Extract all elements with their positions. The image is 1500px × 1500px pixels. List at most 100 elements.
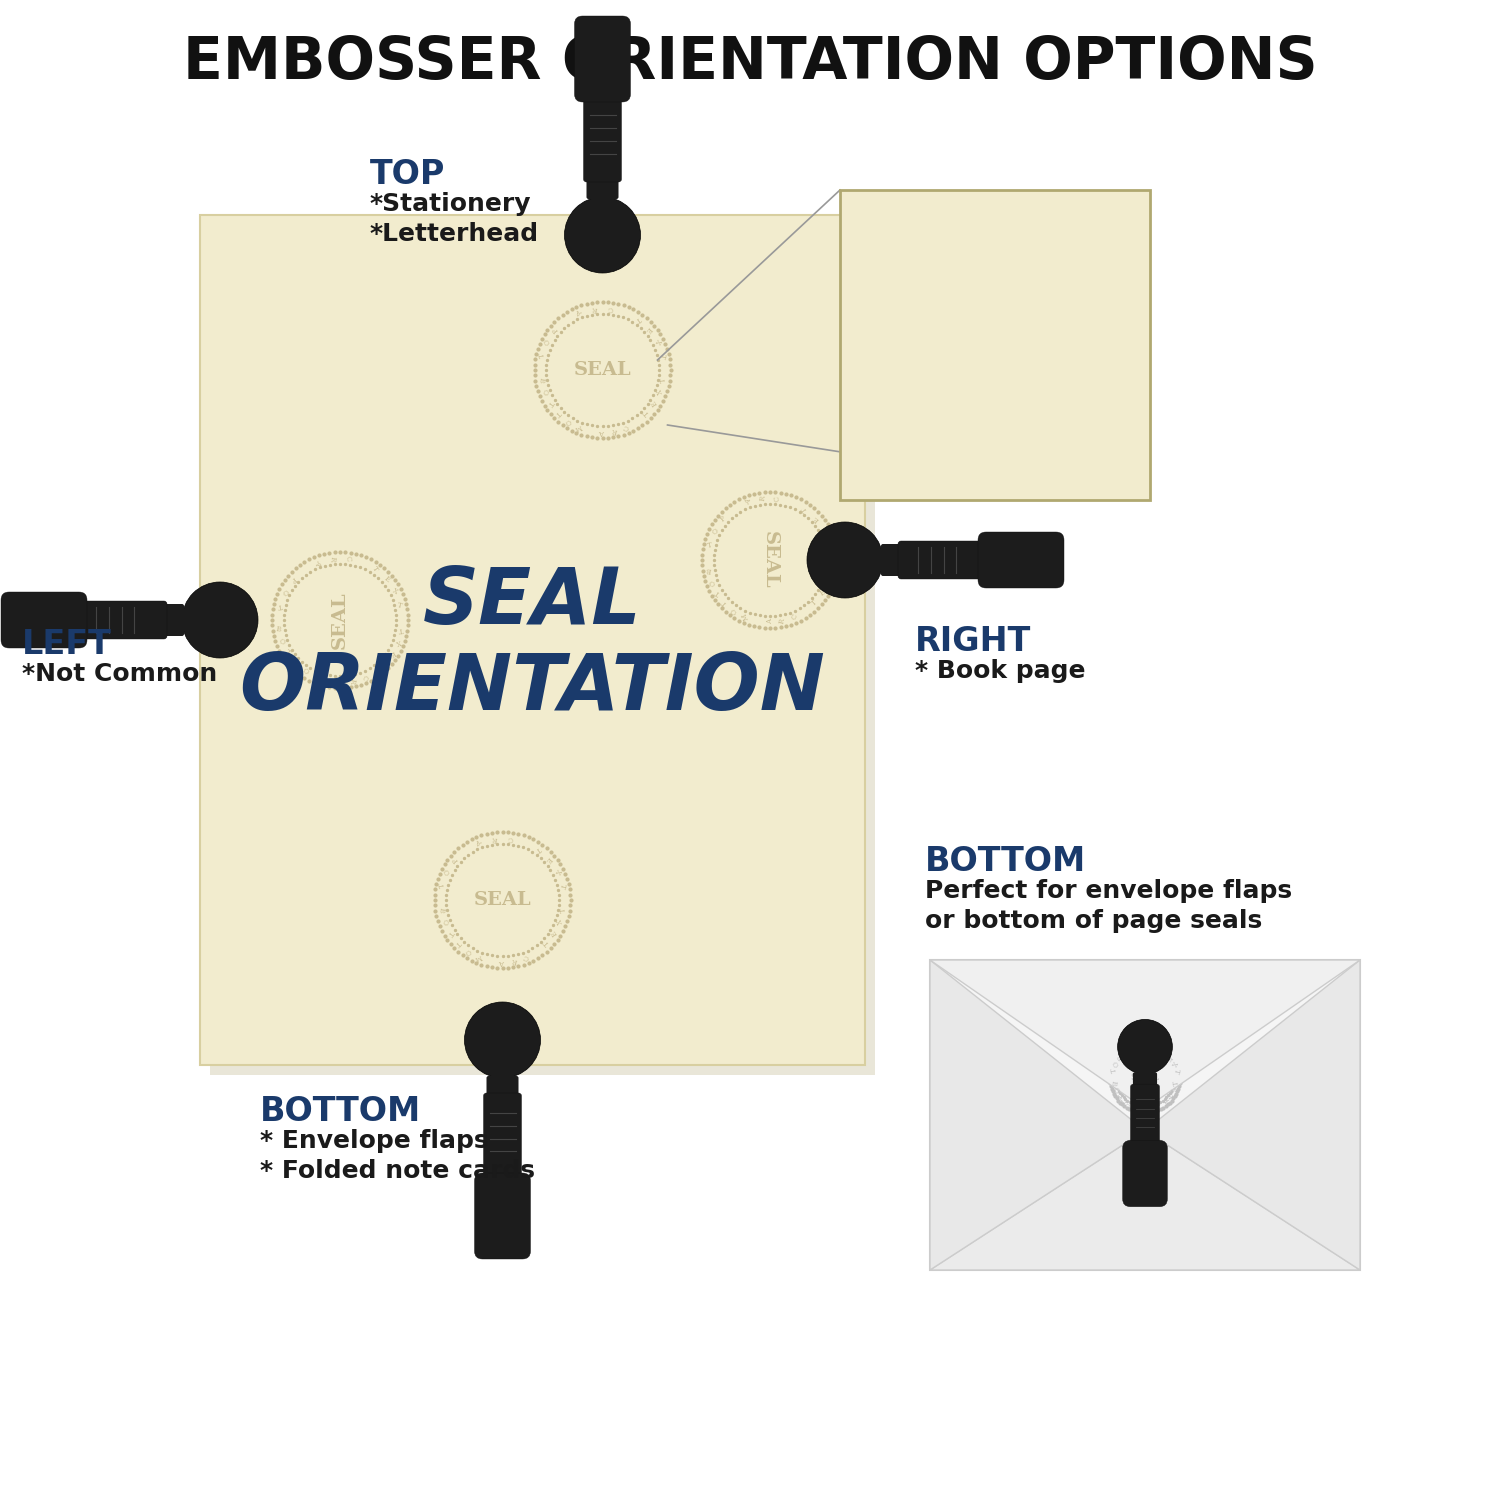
Text: A: A — [957, 251, 964, 261]
Circle shape — [182, 582, 258, 658]
Text: B: B — [436, 906, 445, 914]
Text: X: X — [1080, 375, 1089, 382]
Text: X: X — [392, 586, 399, 596]
Text: M: M — [952, 427, 963, 438]
Text: A: A — [600, 427, 604, 436]
Text: O: O — [540, 387, 549, 396]
Text: *Stationery: *Stationery — [370, 192, 531, 216]
Text: O: O — [562, 416, 572, 426]
Text: R: R — [778, 616, 788, 624]
Text: O: O — [440, 918, 450, 926]
Text: R: R — [348, 676, 357, 684]
Text: O: O — [936, 419, 945, 429]
Text: M: M — [310, 672, 321, 681]
Text: T: T — [1118, 1095, 1126, 1104]
Text: T: T — [801, 506, 810, 513]
Text: SEAL: SEAL — [474, 891, 531, 909]
Text: *Letterhead: *Letterhead — [370, 222, 538, 246]
Text: ORIENTATION: ORIENTATION — [240, 650, 825, 726]
Text: * Envelope flaps: * Envelope flaps — [260, 1130, 489, 1154]
Text: O: O — [708, 578, 716, 586]
Text: B: B — [897, 357, 904, 363]
Text: B: B — [1108, 1080, 1118, 1086]
Text: T: T — [534, 844, 542, 853]
Text: R: R — [1138, 1042, 1144, 1050]
Circle shape — [1118, 1020, 1173, 1074]
Text: LEFT: LEFT — [22, 628, 111, 662]
Text: P: P — [1116, 1053, 1125, 1060]
FancyBboxPatch shape — [76, 602, 166, 639]
Text: R: R — [492, 834, 498, 843]
Text: O: O — [906, 297, 915, 306]
Text: X: X — [556, 918, 566, 926]
Text: C: C — [524, 952, 531, 962]
Text: T: T — [1059, 406, 1068, 416]
Text: BOTTOM: BOTTOM — [260, 1095, 422, 1128]
Text: T: T — [543, 939, 552, 946]
Text: M: M — [1128, 1102, 1137, 1112]
FancyBboxPatch shape — [1132, 1072, 1156, 1089]
Text: M: M — [573, 422, 584, 432]
FancyBboxPatch shape — [586, 177, 618, 200]
Text: R: R — [592, 304, 598, 313]
Text: E: E — [1167, 1090, 1176, 1100]
Text: T: T — [380, 658, 388, 668]
Text: T: T — [1046, 262, 1053, 272]
Text: O: O — [278, 638, 286, 646]
Text: T: T — [810, 598, 819, 608]
FancyBboxPatch shape — [2, 592, 87, 648]
FancyBboxPatch shape — [584, 92, 621, 182]
Text: A: A — [1143, 1106, 1148, 1113]
Text: E: E — [650, 399, 660, 406]
Text: A: A — [766, 620, 774, 624]
Text: C: C — [772, 495, 782, 501]
Text: O: O — [280, 586, 290, 597]
Text: T: T — [398, 626, 404, 634]
Text: C: C — [1154, 1102, 1161, 1112]
Text: C: C — [1146, 1042, 1152, 1050]
FancyBboxPatch shape — [210, 225, 874, 1076]
Text: M: M — [741, 612, 752, 621]
Text: C: C — [608, 304, 613, 313]
Text: O: O — [1110, 1084, 1120, 1094]
Text: X: X — [824, 578, 831, 586]
Text: BOTTOM: BOTTOM — [926, 844, 1086, 877]
Text: X: X — [1076, 297, 1084, 304]
Text: *Not Common: *Not Common — [22, 662, 218, 686]
Text: A: A — [336, 680, 344, 684]
Text: * Folded note cards: * Folded note cards — [260, 1160, 536, 1184]
Text: SEAL: SEAL — [573, 362, 632, 380]
Text: or bottom of page seals: or bottom of page seals — [926, 909, 1263, 933]
Text: E: E — [550, 928, 560, 938]
Text: T: T — [921, 406, 930, 416]
Text: T: T — [538, 352, 548, 358]
FancyBboxPatch shape — [483, 1094, 522, 1184]
Text: C: C — [360, 674, 369, 681]
Text: T: T — [453, 939, 462, 946]
Text: B: B — [537, 376, 546, 382]
Text: P: P — [290, 574, 298, 584]
Text: X: X — [1168, 1059, 1178, 1066]
Text: T: T — [546, 399, 555, 406]
Text: A: A — [500, 958, 506, 966]
Text: SEAL: SEAL — [948, 330, 1042, 360]
Text: X: X — [821, 526, 830, 536]
Text: C: C — [1029, 427, 1036, 438]
Text: O: O — [1112, 1059, 1122, 1068]
Text: A: A — [1130, 1044, 1137, 1053]
Text: X: X — [552, 867, 562, 876]
Text: E: E — [1164, 1053, 1173, 1062]
Text: T: T — [1172, 1080, 1180, 1086]
Polygon shape — [1144, 960, 1360, 1270]
Text: T: T — [276, 602, 284, 610]
Text: R: R — [758, 495, 766, 501]
FancyBboxPatch shape — [840, 190, 1150, 500]
Text: * Book page: * Book page — [915, 658, 1086, 682]
Text: T: T — [827, 542, 834, 550]
Text: E: E — [818, 588, 827, 597]
Text: X: X — [656, 388, 664, 396]
Text: R: R — [1011, 433, 1017, 442]
Text: R: R — [328, 555, 338, 561]
Text: SEAL: SEAL — [1131, 1074, 1160, 1083]
Text: E: E — [382, 574, 392, 584]
